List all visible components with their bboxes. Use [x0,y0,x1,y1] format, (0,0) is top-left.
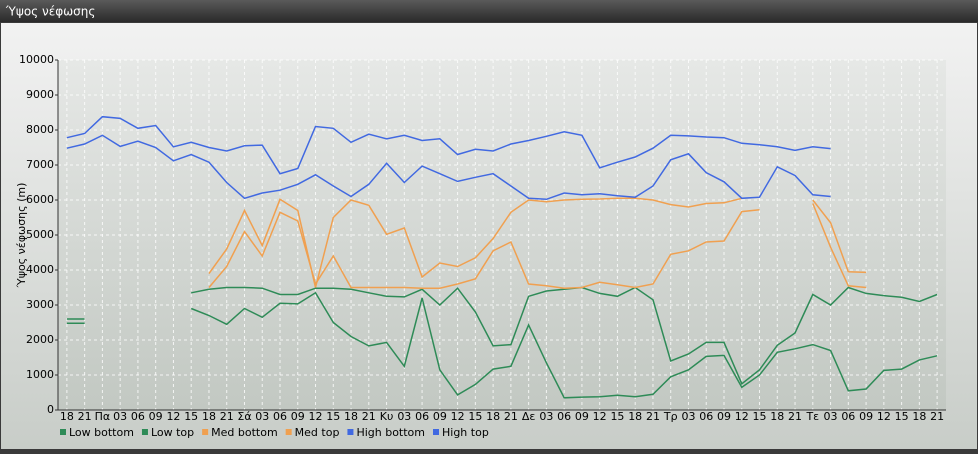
x-tick-label: 18 [486,410,500,423]
x-tick-label: 12 [166,410,180,423]
x-tick-label: 06 [841,410,855,423]
y-tick-label: 0 [47,403,54,416]
x-tick-label: 15 [468,410,482,423]
x-tick-label: 21 [78,410,92,423]
x-tick-label: 12 [593,410,607,423]
y-tick-label: 7000 [26,158,54,171]
window-title: Ύψος νέφωσης [5,5,95,19]
legend-swatch [433,429,439,435]
x-tick-label: 18 [344,410,358,423]
x-tick-label: 15 [326,410,340,423]
x-tick-label: 09 [291,410,305,423]
legend-label: High bottom [356,426,425,439]
legend-swatch [141,429,148,435]
x-tick-label: 12 [451,410,465,423]
x-tick-label: 12 [309,410,323,423]
x-tick-label: 18 [60,410,74,423]
x-tick-label: 15 [753,410,767,423]
x-tick-label: 06 [557,410,571,423]
legend-swatch [60,429,66,435]
y-tick-label: 5000 [26,228,54,241]
legend-swatch [285,429,292,435]
x-tick-label: 21 [646,410,660,423]
y-tick-label: 9000 [26,88,54,101]
legend-label: Low bottom [69,426,134,439]
x-tick-label: 18 [628,410,642,423]
x-tick-label: 09 [717,410,731,423]
x-tick-label: 06 [131,410,145,423]
x-tick-label: 03 [539,410,553,423]
title-bar [0,0,978,22]
x-tick-label: 09 [575,410,589,423]
legend-label: High top [442,426,489,439]
x-tick-label: Πα [95,410,111,423]
x-tick-label: Κυ [380,410,394,423]
x-tick-label: 21 [220,410,234,423]
x-tick-label: Τρ [663,410,678,423]
x-tick-label: 06 [273,410,287,423]
x-tick-label: 21 [362,410,376,423]
x-tick-label: 03 [113,410,127,423]
x-tick-label: 21 [930,410,944,423]
x-tick-label: 12 [877,410,891,423]
legend-label: Low top [151,426,194,439]
x-tick-label: 09 [433,410,447,423]
x-tick-label: 03 [824,410,838,423]
y-tick-label: 3000 [26,298,54,311]
x-tick-label: Σά [237,410,251,423]
y-axis-label: Ύψος νέφωσης (m) [15,183,28,289]
x-tick-label: 03 [681,410,695,423]
y-tick-label: 6000 [26,193,54,206]
x-tick-label: 21 [504,410,518,423]
x-tick-label: Δε [522,410,536,423]
legend-label: Med bottom [211,426,278,439]
x-tick-label: 18 [912,410,926,423]
x-tick-label: 18 [770,410,784,423]
x-tick-label: 03 [397,410,411,423]
series-line [66,286,938,385]
x-tick-label: Τε [805,410,819,423]
x-tick-label: 15 [895,410,909,423]
y-tick-label: 1000 [26,368,54,381]
x-tick-label: 21 [788,410,802,423]
series-line [66,115,831,175]
legend-swatch [202,429,209,435]
x-tick-label: 06 [415,410,429,423]
x-tick-label: 03 [255,410,269,423]
series-line [66,291,938,399]
x-tick-label: 09 [149,410,163,423]
y-tick-label: 4000 [26,263,54,276]
legend-swatch [347,429,354,435]
x-tick-label: 18 [202,410,216,423]
series-line [208,203,867,289]
series-line [66,134,831,201]
y-tick-label: 8000 [26,123,54,136]
x-tick-label: 15 [184,410,198,423]
x-tick-label: 12 [735,410,749,423]
series-line [208,197,867,288]
x-tick-label: 06 [699,410,713,423]
x-tick-label: 15 [610,410,624,423]
y-tick-label: 2000 [26,333,54,346]
y-tick-label: 10000 [19,53,54,66]
x-tick-label: 09 [859,410,873,423]
legend-label: Med top [295,426,340,439]
